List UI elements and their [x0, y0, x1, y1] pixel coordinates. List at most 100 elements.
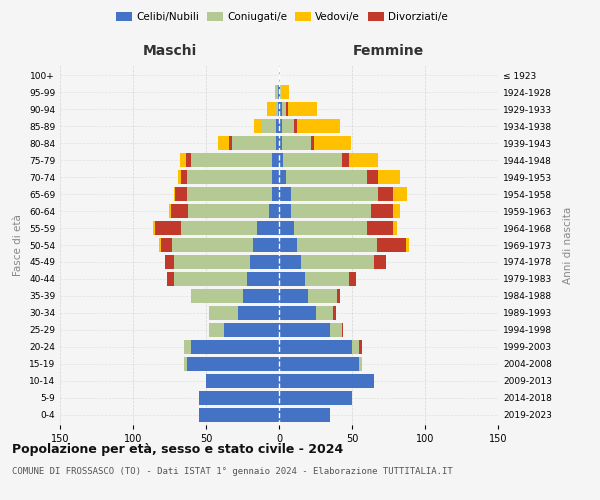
Bar	[279, 272, 305, 286]
Bar	[185, 154, 191, 167]
Bar	[279, 136, 282, 150]
Bar	[279, 154, 283, 167]
Bar	[279, 306, 316, 320]
Text: Femmine: Femmine	[353, 44, 424, 58]
Bar	[187, 188, 272, 201]
Bar	[257, 221, 279, 235]
Bar	[167, 272, 174, 286]
Bar	[169, 204, 171, 218]
Bar	[349, 272, 356, 286]
Bar	[254, 120, 262, 133]
Bar	[232, 136, 276, 150]
Bar	[272, 188, 279, 201]
Bar	[175, 188, 187, 201]
Bar	[377, 238, 406, 252]
Bar	[279, 102, 282, 116]
Bar	[316, 306, 333, 320]
Bar	[187, 357, 279, 370]
Bar	[406, 238, 409, 252]
Bar	[268, 102, 275, 116]
Bar	[279, 357, 359, 370]
Bar	[191, 289, 242, 302]
Bar	[278, 86, 279, 99]
Bar	[209, 306, 238, 320]
Bar	[371, 204, 393, 218]
Bar	[308, 289, 337, 302]
Bar	[311, 136, 314, 150]
Bar	[393, 188, 407, 201]
Bar	[159, 238, 161, 252]
Text: Maschi: Maschi	[142, 44, 197, 58]
Bar	[174, 272, 247, 286]
Bar	[181, 221, 257, 235]
Bar	[330, 323, 342, 336]
Legend: Celibi/Nubili, Coniugati/e, Vedovi/e, Divorziati/e: Celibi/Nubili, Coniugati/e, Vedovi/e, Di…	[112, 8, 452, 26]
Bar	[247, 272, 279, 286]
Bar	[367, 170, 378, 184]
Bar	[378, 170, 400, 184]
Bar	[199, 391, 279, 404]
Bar	[154, 221, 155, 235]
Bar	[349, 154, 378, 167]
Bar	[296, 238, 377, 252]
Bar	[171, 204, 188, 218]
Text: Popolazione per età, sesso e stato civile - 2024: Popolazione per età, sesso e stato civil…	[12, 442, 343, 456]
Bar	[378, 188, 393, 201]
Bar	[290, 188, 378, 201]
Bar	[288, 102, 317, 116]
Bar	[279, 374, 374, 388]
Bar	[206, 374, 279, 388]
Bar	[352, 340, 359, 353]
Bar	[279, 204, 290, 218]
Bar	[191, 154, 272, 167]
Bar	[276, 86, 278, 99]
Bar	[253, 238, 279, 252]
Bar	[165, 255, 174, 269]
Bar	[209, 323, 224, 336]
Bar	[187, 170, 272, 184]
Bar	[180, 154, 185, 167]
Bar	[279, 408, 330, 422]
Bar	[272, 154, 279, 167]
Bar	[174, 188, 175, 201]
Bar	[178, 170, 181, 184]
Bar	[242, 289, 279, 302]
Bar	[229, 136, 232, 150]
Bar	[342, 154, 349, 167]
Bar	[155, 221, 181, 235]
Bar	[279, 340, 352, 353]
Bar	[172, 238, 253, 252]
Bar	[282, 120, 293, 133]
Bar	[282, 86, 289, 99]
Bar	[293, 221, 367, 235]
Bar	[282, 102, 286, 116]
Bar	[224, 323, 279, 336]
Y-axis label: Anni di nascita: Anni di nascita	[563, 206, 573, 284]
Bar	[314, 136, 350, 150]
Bar	[393, 221, 397, 235]
Bar	[367, 221, 393, 235]
Bar	[278, 102, 279, 116]
Bar	[199, 408, 279, 422]
Bar	[161, 238, 172, 252]
Y-axis label: Fasce di età: Fasce di età	[13, 214, 23, 276]
Bar	[275, 86, 276, 99]
Bar	[333, 306, 336, 320]
Bar	[305, 272, 349, 286]
Bar	[276, 136, 279, 150]
Bar	[218, 136, 229, 150]
Bar	[262, 120, 276, 133]
Bar	[279, 188, 290, 201]
Bar	[184, 340, 191, 353]
Bar	[250, 255, 279, 269]
Bar	[238, 306, 279, 320]
Bar	[279, 68, 280, 82]
Bar	[290, 204, 371, 218]
Bar	[279, 120, 282, 133]
Text: COMUNE DI FROSSASCO (TO) - Dati ISTAT 1° gennaio 2024 - Elaborazione TUTTITALIA.: COMUNE DI FROSSASCO (TO) - Dati ISTAT 1°…	[12, 468, 453, 476]
Bar	[279, 323, 330, 336]
Bar	[275, 102, 278, 116]
Bar	[359, 340, 362, 353]
Bar	[279, 238, 296, 252]
Bar	[393, 204, 400, 218]
